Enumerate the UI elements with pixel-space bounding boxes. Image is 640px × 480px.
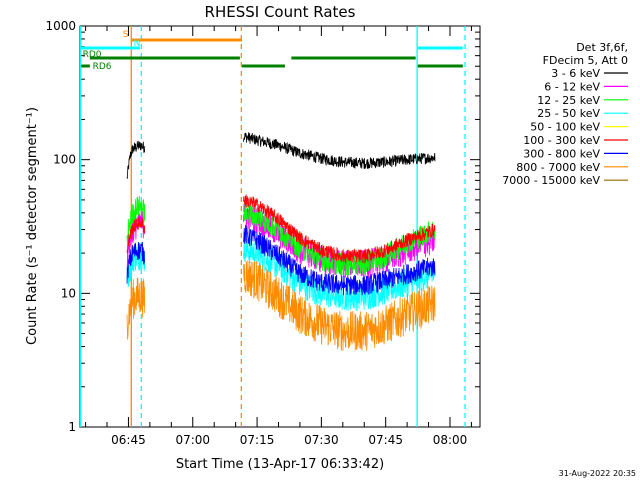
legend-entry-label: 25 - 50 keV [537, 107, 600, 120]
y-tick-label: 1000 [45, 19, 76, 33]
legend-entry-label: 3 - 6 keV [551, 67, 600, 80]
y-tick-label: 1 [68, 420, 76, 434]
y-tick-label: 100 [53, 153, 76, 167]
legend-entry-label: 800 - 7000 keV [516, 161, 600, 174]
legend-title-line: FDecim 5, Att 0 [543, 54, 628, 67]
series-trace-0 [243, 132, 436, 170]
y-axis-label: Count Rate (s⁻¹ detector segment⁻¹) [25, 107, 40, 345]
x-tick-label: 07:30 [304, 433, 339, 447]
series-trace-5 [126, 216, 146, 254]
legend-entry-label: 300 - 800 keV [523, 147, 600, 160]
flag-label: S [123, 30, 129, 40]
timestamp: 31-Aug-2022 20:35 [559, 469, 636, 478]
chart-title: RHESSI Count Rates [205, 3, 356, 21]
x-axis-label: Start Time (13-Apr-17 06:33:42) [176, 457, 384, 472]
legend-entry-label: 100 - 300 keV [523, 134, 600, 147]
flag-bars: SN RD0 RD6 [81, 30, 463, 72]
y-tick-label: 10 [61, 286, 76, 300]
series-trace-0 [126, 140, 146, 179]
legend-entry-label: 6 - 12 keV [544, 80, 600, 93]
flag-label: N [134, 39, 141, 49]
flag-label: RD0 [83, 50, 102, 60]
series-trace-3 [126, 244, 146, 288]
data-series [126, 132, 436, 351]
legend-entry-label: 12 - 25 keV [537, 94, 600, 107]
x-tick-label: 08:00 [433, 433, 468, 447]
series-trace-6 [243, 224, 436, 296]
legend-entry-label: 50 - 100 keV [530, 121, 600, 134]
x-tick-label: 07:15 [240, 433, 275, 447]
x-tick-label: 07:00 [175, 433, 210, 447]
series-trace-6 [126, 241, 146, 284]
axis-ticks: 06:45 07:00 07:15 07:30 07:45 08:00 1 10 100 1000 [45, 19, 480, 447]
series-trace-7 [243, 260, 436, 351]
legend-title-line: Det 3f,6f, [576, 41, 628, 54]
x-tick-label: 07:45 [368, 433, 403, 447]
flag-label: RD6 [93, 62, 112, 72]
series-trace-7 [126, 277, 146, 340]
legend-entry-label: 7000 - 15000 keV [502, 174, 600, 187]
x-tick-label: 06:45 [111, 433, 146, 447]
series-trace-5 [243, 194, 436, 265]
